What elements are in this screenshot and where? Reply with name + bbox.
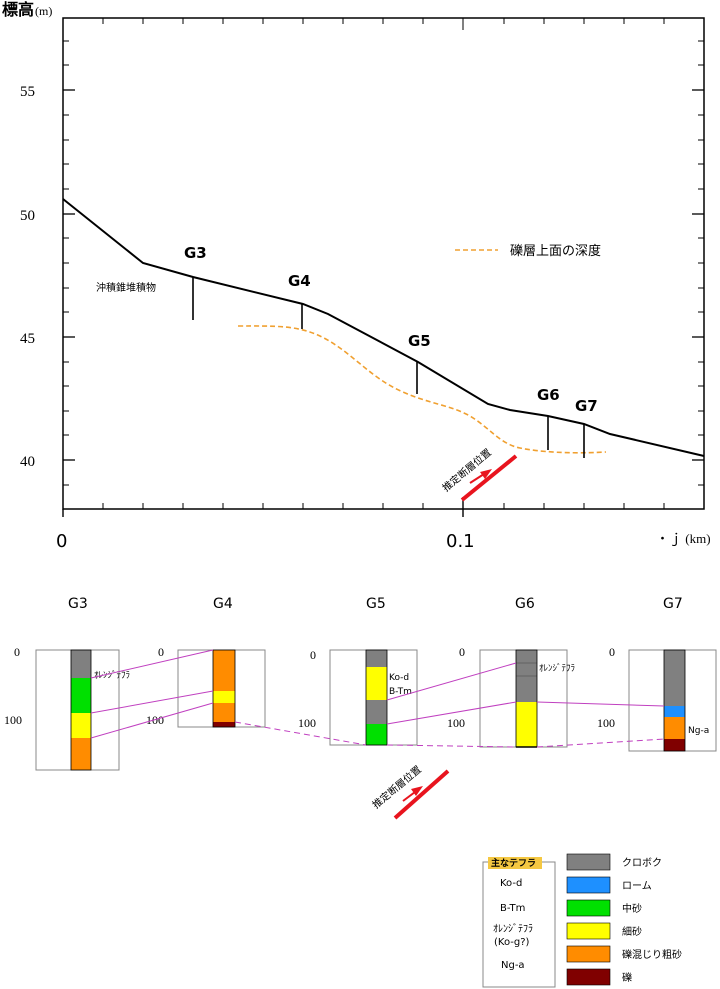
ground-surface-line [62,198,705,457]
column-title-g4: G4 [213,596,233,612]
depth-label: 0 [14,645,20,659]
facies-swatch [566,922,611,940]
facies-label: 礫 [622,971,632,984]
column-g7: 0 100 Ng-a [597,645,717,752]
tephra-item: (Ko-g?) [494,937,530,948]
tephra-note-g7: Ng-a [688,726,709,736]
borehole-label-g5: G5 [408,332,431,350]
tephra-item: Ng-a [501,960,525,971]
profile-chart: 標高 (m) 55 50 45 40 0 0.1 ・ｊ (km) G3 G4 G… [2,0,711,552]
depth-label: 0 [310,648,316,662]
fault-line [460,454,518,502]
fault-line [393,769,450,820]
facies-legend: クロボク ローム 中砂 細砂 礫混じり粗砂 礫 [566,853,682,986]
tephra-item: Ko-d [500,878,522,889]
column-g3: 0 100 ｵﾚﾝｼﾞﾃﾌﾗ [4,645,130,771]
column-title-g3: G3 [68,596,88,612]
facies-label: クロボク [622,857,662,869]
borehole-label-g7: G7 [575,397,598,415]
x-ticks [62,497,665,517]
depth-label: 0 [459,645,465,659]
facies-label: 中砂 [622,902,642,915]
fault-marker-lower: 推定断層位置 [370,763,450,820]
facies-swatch [566,899,611,917]
y-tick-label: 45 [20,331,35,347]
x-tick-label: 0.1 [446,531,475,552]
legend-label: 礫層上面の深度 [510,243,601,259]
borehole-label-g6: G6 [537,386,560,404]
borehole-label-g3: G3 [184,244,207,262]
column-g5: 0 100 Ko-d B-Tm [298,648,418,746]
column-title-g5: G5 [366,596,386,612]
tephra-item: B-Tm [500,903,525,914]
tephra-note-g6: ｵﾚﾝｼﾞﾃﾌﾗ [539,663,575,674]
tephra-note-g5-btm: B-Tm [389,687,412,697]
facies-swatch [566,968,611,986]
depth-label: 100 [447,716,465,730]
x-ticks-top [102,18,665,30]
deposit-label: 沖積錐堆積物 [96,281,156,294]
borehole-markers [192,277,585,458]
y-tick-label: 40 [20,454,35,470]
gravel-surface-line [237,325,607,454]
y-minor-ticks [63,40,704,486]
y-tick-label: 50 [20,208,35,224]
fault-arrow-icon [411,786,423,796]
y-axis-label: 標高 [2,0,34,19]
column-g6: 0 100 ｵﾚﾝｼﾞﾃﾌﾗ [447,645,575,748]
depth-label: 0 [609,645,615,659]
depth-label: 100 [597,716,615,730]
y-major-ticks [63,89,704,461]
tephra-legend-title: 主なテフラ [491,857,536,869]
x-axis-label: ・ｊ (km) [656,531,711,546]
column-title-g7: G7 [663,596,683,612]
x-tick-label: 0 [56,531,67,552]
y-tick-label: 55 [20,84,35,100]
facies-label: ローム [622,880,652,892]
y-axis-unit: (m) [35,4,52,18]
facies-label: 礫混じり粗砂 [622,948,682,961]
depth-label: 100 [298,716,316,730]
borehole-columns: G3 G4 G5 G6 G7 0 100 ｵﾚﾝｼﾞﾃﾌﾗ 0 100 [4,596,717,820]
depth-label: 100 [4,713,22,727]
facies-label: 細砂 [622,925,642,938]
correlation-lines [90,649,665,748]
column-title-g6: G6 [515,596,535,612]
column-g4: 0 100 [146,645,266,728]
tephra-item: ｵﾚﾝｼﾞﾃﾌﾗ [493,923,533,935]
tephra-legend: 主なテフラ Ko-d B-Tm ｵﾚﾝｼﾞﾃﾌﾗ (Ko-g?) Ng-a [482,857,556,988]
tephra-note-g5-kod: Ko-d [389,673,409,683]
fault-label-lower: 推定断層位置 [370,763,424,812]
facies-swatch [566,876,611,894]
borehole-label-g4: G4 [288,272,311,290]
facies-swatch [566,945,611,963]
facies-swatch [566,853,611,871]
fault-arrow-icon [480,469,492,479]
fault-marker: 推定断層位置 [440,446,518,502]
plot-frame [62,17,705,510]
tephra-note-g3: ｵﾚﾝｼﾞﾃﾌﾗ [94,670,130,681]
depth-label: 0 [158,645,164,659]
fault-label: 推定断層位置 [440,446,494,495]
